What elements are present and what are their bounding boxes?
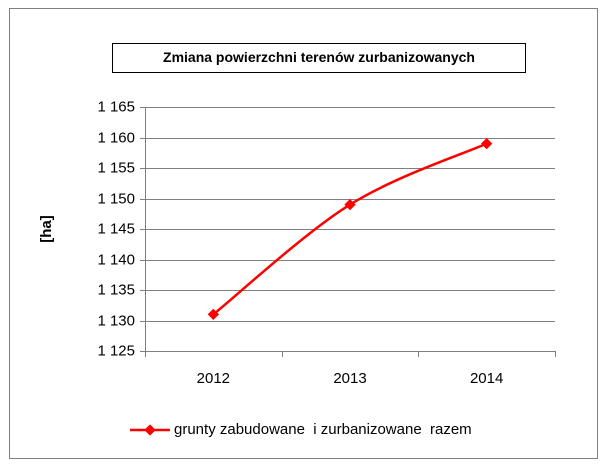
y-tick-label: 1 145	[97, 220, 135, 237]
y-tick-label: 1 135	[97, 281, 135, 298]
title-box	[112, 43, 526, 73]
chart-border	[9, 8, 598, 459]
x-tick-label: 2014	[470, 370, 503, 387]
y-tick-label: 1 160	[97, 129, 135, 146]
x-tick-label: 2013	[333, 370, 366, 387]
y-axis-label: [ha]	[38, 215, 55, 243]
y-tick-label: 1 150	[97, 190, 135, 207]
data-marker	[207, 308, 219, 321]
y-tick-label: 1 165	[97, 98, 135, 115]
legend-marker	[144, 424, 156, 436]
chart-title: Zmiana powierzchni terenów zurbanizowany…	[163, 49, 475, 65]
y-tick-label: 1 155	[97, 159, 135, 176]
y-tick-label: 1 125	[97, 342, 135, 359]
x-tick-label: 2012	[197, 370, 230, 387]
legend-label: grunty zabudowane i zurbanizowane razem	[174, 421, 472, 438]
data-marker	[481, 137, 493, 150]
data-marker	[344, 198, 356, 211]
y-tick-label: 1 140	[97, 251, 135, 268]
y-tick-label: 1 130	[97, 312, 135, 329]
